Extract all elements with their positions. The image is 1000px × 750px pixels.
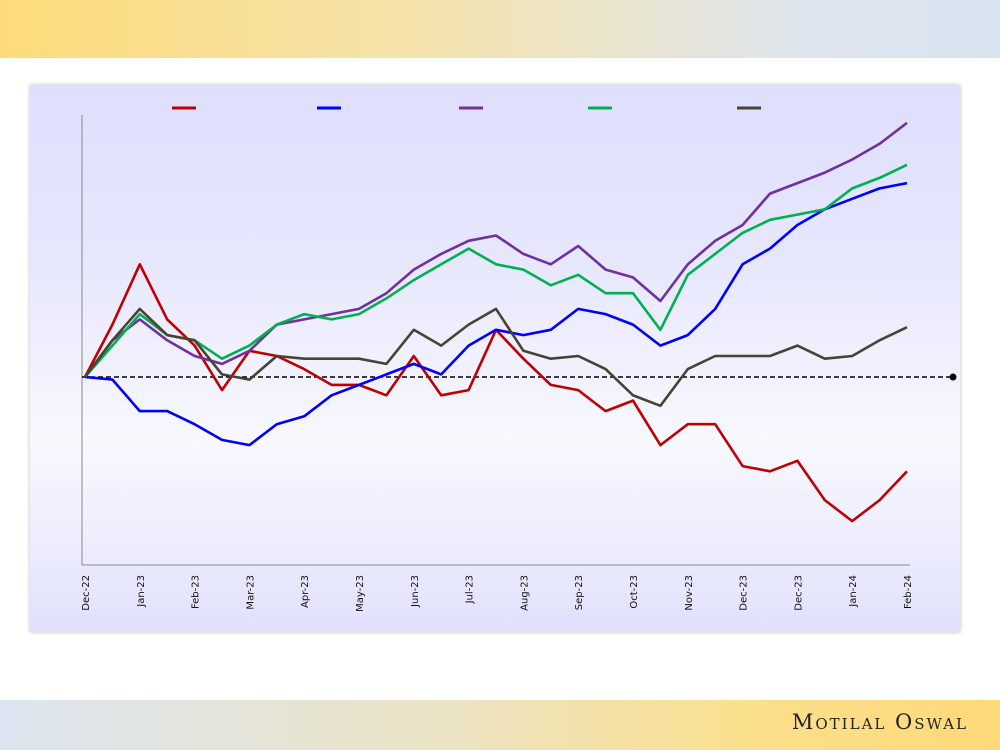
x-tick-label: Jan-23 — [136, 575, 147, 608]
x-tick-label: Feb-24 — [903, 575, 914, 609]
brand-logo: Motilal Oswal — [791, 710, 968, 734]
series-red-line — [83, 262, 908, 523]
series-purple-line — [83, 121, 908, 378]
x-tick-label: Dec-22 — [81, 575, 92, 611]
x-tick-label: Aug-23 — [519, 575, 530, 611]
x-tick-label: May-23 — [355, 575, 366, 612]
x-tick-label: Jan-24 — [848, 575, 859, 608]
header-banner — [0, 0, 1000, 58]
x-tick-label: Dec-23 — [793, 575, 804, 611]
series-olive-line — [83, 307, 908, 408]
x-tick-label: Sep-23 — [574, 575, 585, 610]
x-tick-label: Jun-23 — [410, 575, 421, 608]
series-blue-line — [84, 181, 908, 447]
x-tick-label: Dec-23 — [739, 575, 750, 611]
series-green-line — [84, 163, 908, 378]
chart-panel — [30, 85, 960, 632]
x-tick-label: Apr-23 — [300, 575, 311, 608]
baseline-end-marker — [949, 373, 957, 381]
footer-banner — [0, 700, 1000, 750]
x-tick-label: Mar-23 — [245, 575, 256, 610]
x-tick-label: Nov-23 — [684, 575, 695, 611]
x-tick-label: Feb-23 — [191, 575, 202, 609]
x-tick-label: Oct-23 — [629, 575, 640, 609]
x-tick-label: Jul-23 — [465, 575, 476, 604]
